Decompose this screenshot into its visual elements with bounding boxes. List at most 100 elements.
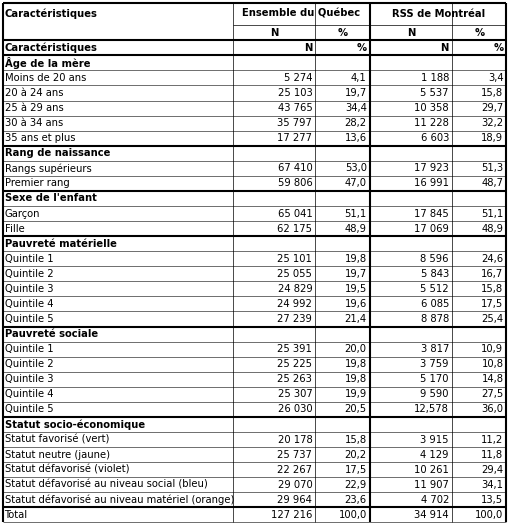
- Text: 65 041: 65 041: [277, 208, 313, 218]
- Text: 25 055: 25 055: [277, 269, 313, 279]
- Text: 27,5: 27,5: [481, 390, 503, 400]
- Text: 34,1: 34,1: [482, 480, 503, 490]
- Text: Statut neutre (jaune): Statut neutre (jaune): [5, 449, 109, 459]
- Text: Caractéristiques: Caractéristiques: [5, 9, 97, 19]
- Text: 19,8: 19,8: [345, 254, 366, 264]
- Text: 20,0: 20,0: [345, 344, 366, 354]
- Text: 15,8: 15,8: [482, 284, 503, 294]
- Text: 11 228: 11 228: [414, 118, 449, 128]
- Text: 25 307: 25 307: [277, 390, 313, 400]
- Text: 59 806: 59 806: [277, 178, 313, 188]
- Text: 17,5: 17,5: [345, 465, 366, 475]
- Text: Âge de la mère: Âge de la mère: [5, 57, 90, 69]
- Text: 25 737: 25 737: [277, 449, 313, 459]
- Text: 4 702: 4 702: [420, 495, 449, 505]
- Text: Caractéristiques: Caractéristiques: [5, 43, 97, 53]
- Text: Fille: Fille: [5, 224, 24, 234]
- Text: Ensemble du Québec: Ensemble du Québec: [242, 9, 360, 19]
- Text: Quintile 5: Quintile 5: [5, 404, 53, 414]
- Text: %: %: [357, 43, 366, 53]
- Text: 25,4: 25,4: [482, 314, 503, 324]
- Text: Quintile 3: Quintile 3: [5, 284, 53, 294]
- Text: 5 537: 5 537: [420, 88, 449, 98]
- Text: Quintile 3: Quintile 3: [5, 374, 53, 384]
- Text: 100,0: 100,0: [475, 510, 503, 520]
- Text: 5 512: 5 512: [420, 284, 449, 294]
- Text: 19,8: 19,8: [345, 359, 366, 369]
- Text: 43 765: 43 765: [277, 103, 313, 113]
- Text: 11,2: 11,2: [481, 435, 503, 445]
- Text: 10 358: 10 358: [414, 103, 449, 113]
- Text: 10 261: 10 261: [414, 465, 449, 475]
- Text: 15,8: 15,8: [482, 88, 503, 98]
- Text: Quintile 1: Quintile 1: [5, 344, 53, 354]
- Text: 8 878: 8 878: [421, 314, 449, 324]
- Text: 48,9: 48,9: [345, 224, 366, 234]
- Text: 51,1: 51,1: [481, 208, 503, 218]
- Text: 17 277: 17 277: [277, 133, 313, 143]
- Text: 16 991: 16 991: [414, 178, 449, 188]
- Text: 15,8: 15,8: [345, 435, 366, 445]
- Text: 48,7: 48,7: [482, 178, 503, 188]
- Text: 17 069: 17 069: [414, 224, 449, 234]
- Text: 25 101: 25 101: [277, 254, 313, 264]
- Text: 34,4: 34,4: [345, 103, 366, 113]
- Text: 20 à 24 ans: 20 à 24 ans: [5, 88, 63, 98]
- Text: 22,9: 22,9: [345, 480, 366, 490]
- Text: 13,5: 13,5: [482, 495, 503, 505]
- Text: %: %: [493, 43, 503, 53]
- Text: 17,5: 17,5: [481, 299, 503, 309]
- Text: 19,6: 19,6: [345, 299, 366, 309]
- Text: 5 274: 5 274: [284, 73, 313, 83]
- Text: 19,7: 19,7: [345, 88, 366, 98]
- Text: Quintile 2: Quintile 2: [5, 269, 53, 279]
- Text: 51,3: 51,3: [482, 163, 503, 173]
- Text: Statut défavorisé au niveau social (bleu): Statut défavorisé au niveau social (bleu…: [5, 480, 207, 490]
- Text: 24 829: 24 829: [277, 284, 313, 294]
- Text: Quintile 4: Quintile 4: [5, 390, 53, 400]
- Text: 5 170: 5 170: [420, 374, 449, 384]
- Text: 19,7: 19,7: [345, 269, 366, 279]
- Text: N: N: [270, 28, 278, 38]
- Text: Garçon: Garçon: [5, 208, 40, 218]
- Text: Statut défavorisé au niveau matériel (orange): Statut défavorisé au niveau matériel (or…: [5, 495, 234, 505]
- Text: 14,8: 14,8: [482, 374, 503, 384]
- Text: 20,5: 20,5: [345, 404, 366, 414]
- Text: 17 845: 17 845: [414, 208, 449, 218]
- Text: 3,4: 3,4: [488, 73, 503, 83]
- Text: 5 843: 5 843: [421, 269, 449, 279]
- Text: 23,6: 23,6: [345, 495, 366, 505]
- Text: %: %: [474, 28, 484, 38]
- Text: 25 103: 25 103: [277, 88, 313, 98]
- Text: 19,9: 19,9: [345, 390, 366, 400]
- Text: Statut socio-économique: Statut socio-économique: [5, 419, 145, 429]
- Text: 6 085: 6 085: [420, 299, 449, 309]
- Text: 67 410: 67 410: [277, 163, 313, 173]
- Text: Sexe de l'enfant: Sexe de l'enfant: [5, 194, 97, 204]
- Text: 21,4: 21,4: [345, 314, 366, 324]
- Text: 3 817: 3 817: [420, 344, 449, 354]
- Text: 30 à 34 ans: 30 à 34 ans: [5, 118, 63, 128]
- Text: 29 070: 29 070: [277, 480, 313, 490]
- Text: 36,0: 36,0: [482, 404, 503, 414]
- Text: 25 à 29 ans: 25 à 29 ans: [5, 103, 63, 113]
- Text: 25 225: 25 225: [277, 359, 313, 369]
- Text: 20 178: 20 178: [277, 435, 313, 445]
- Text: Statut défavorisé (violet): Statut défavorisé (violet): [5, 465, 129, 475]
- Text: 1 188: 1 188: [420, 73, 449, 83]
- Text: 13,6: 13,6: [345, 133, 366, 143]
- Text: N: N: [441, 43, 449, 53]
- Text: Quintile 5: Quintile 5: [5, 314, 53, 324]
- Text: 29,4: 29,4: [482, 465, 503, 475]
- Text: 100,0: 100,0: [338, 510, 366, 520]
- Text: Statut favorisé (vert): Statut favorisé (vert): [5, 435, 109, 445]
- Text: 22 267: 22 267: [277, 465, 313, 475]
- Text: 10,8: 10,8: [482, 359, 503, 369]
- Text: 9 590: 9 590: [420, 390, 449, 400]
- Text: Quintile 2: Quintile 2: [5, 359, 53, 369]
- Text: 48,9: 48,9: [482, 224, 503, 234]
- Text: 34 914: 34 914: [414, 510, 449, 520]
- Text: 24 992: 24 992: [277, 299, 313, 309]
- Text: 18,9: 18,9: [482, 133, 503, 143]
- Text: 24,6: 24,6: [482, 254, 503, 264]
